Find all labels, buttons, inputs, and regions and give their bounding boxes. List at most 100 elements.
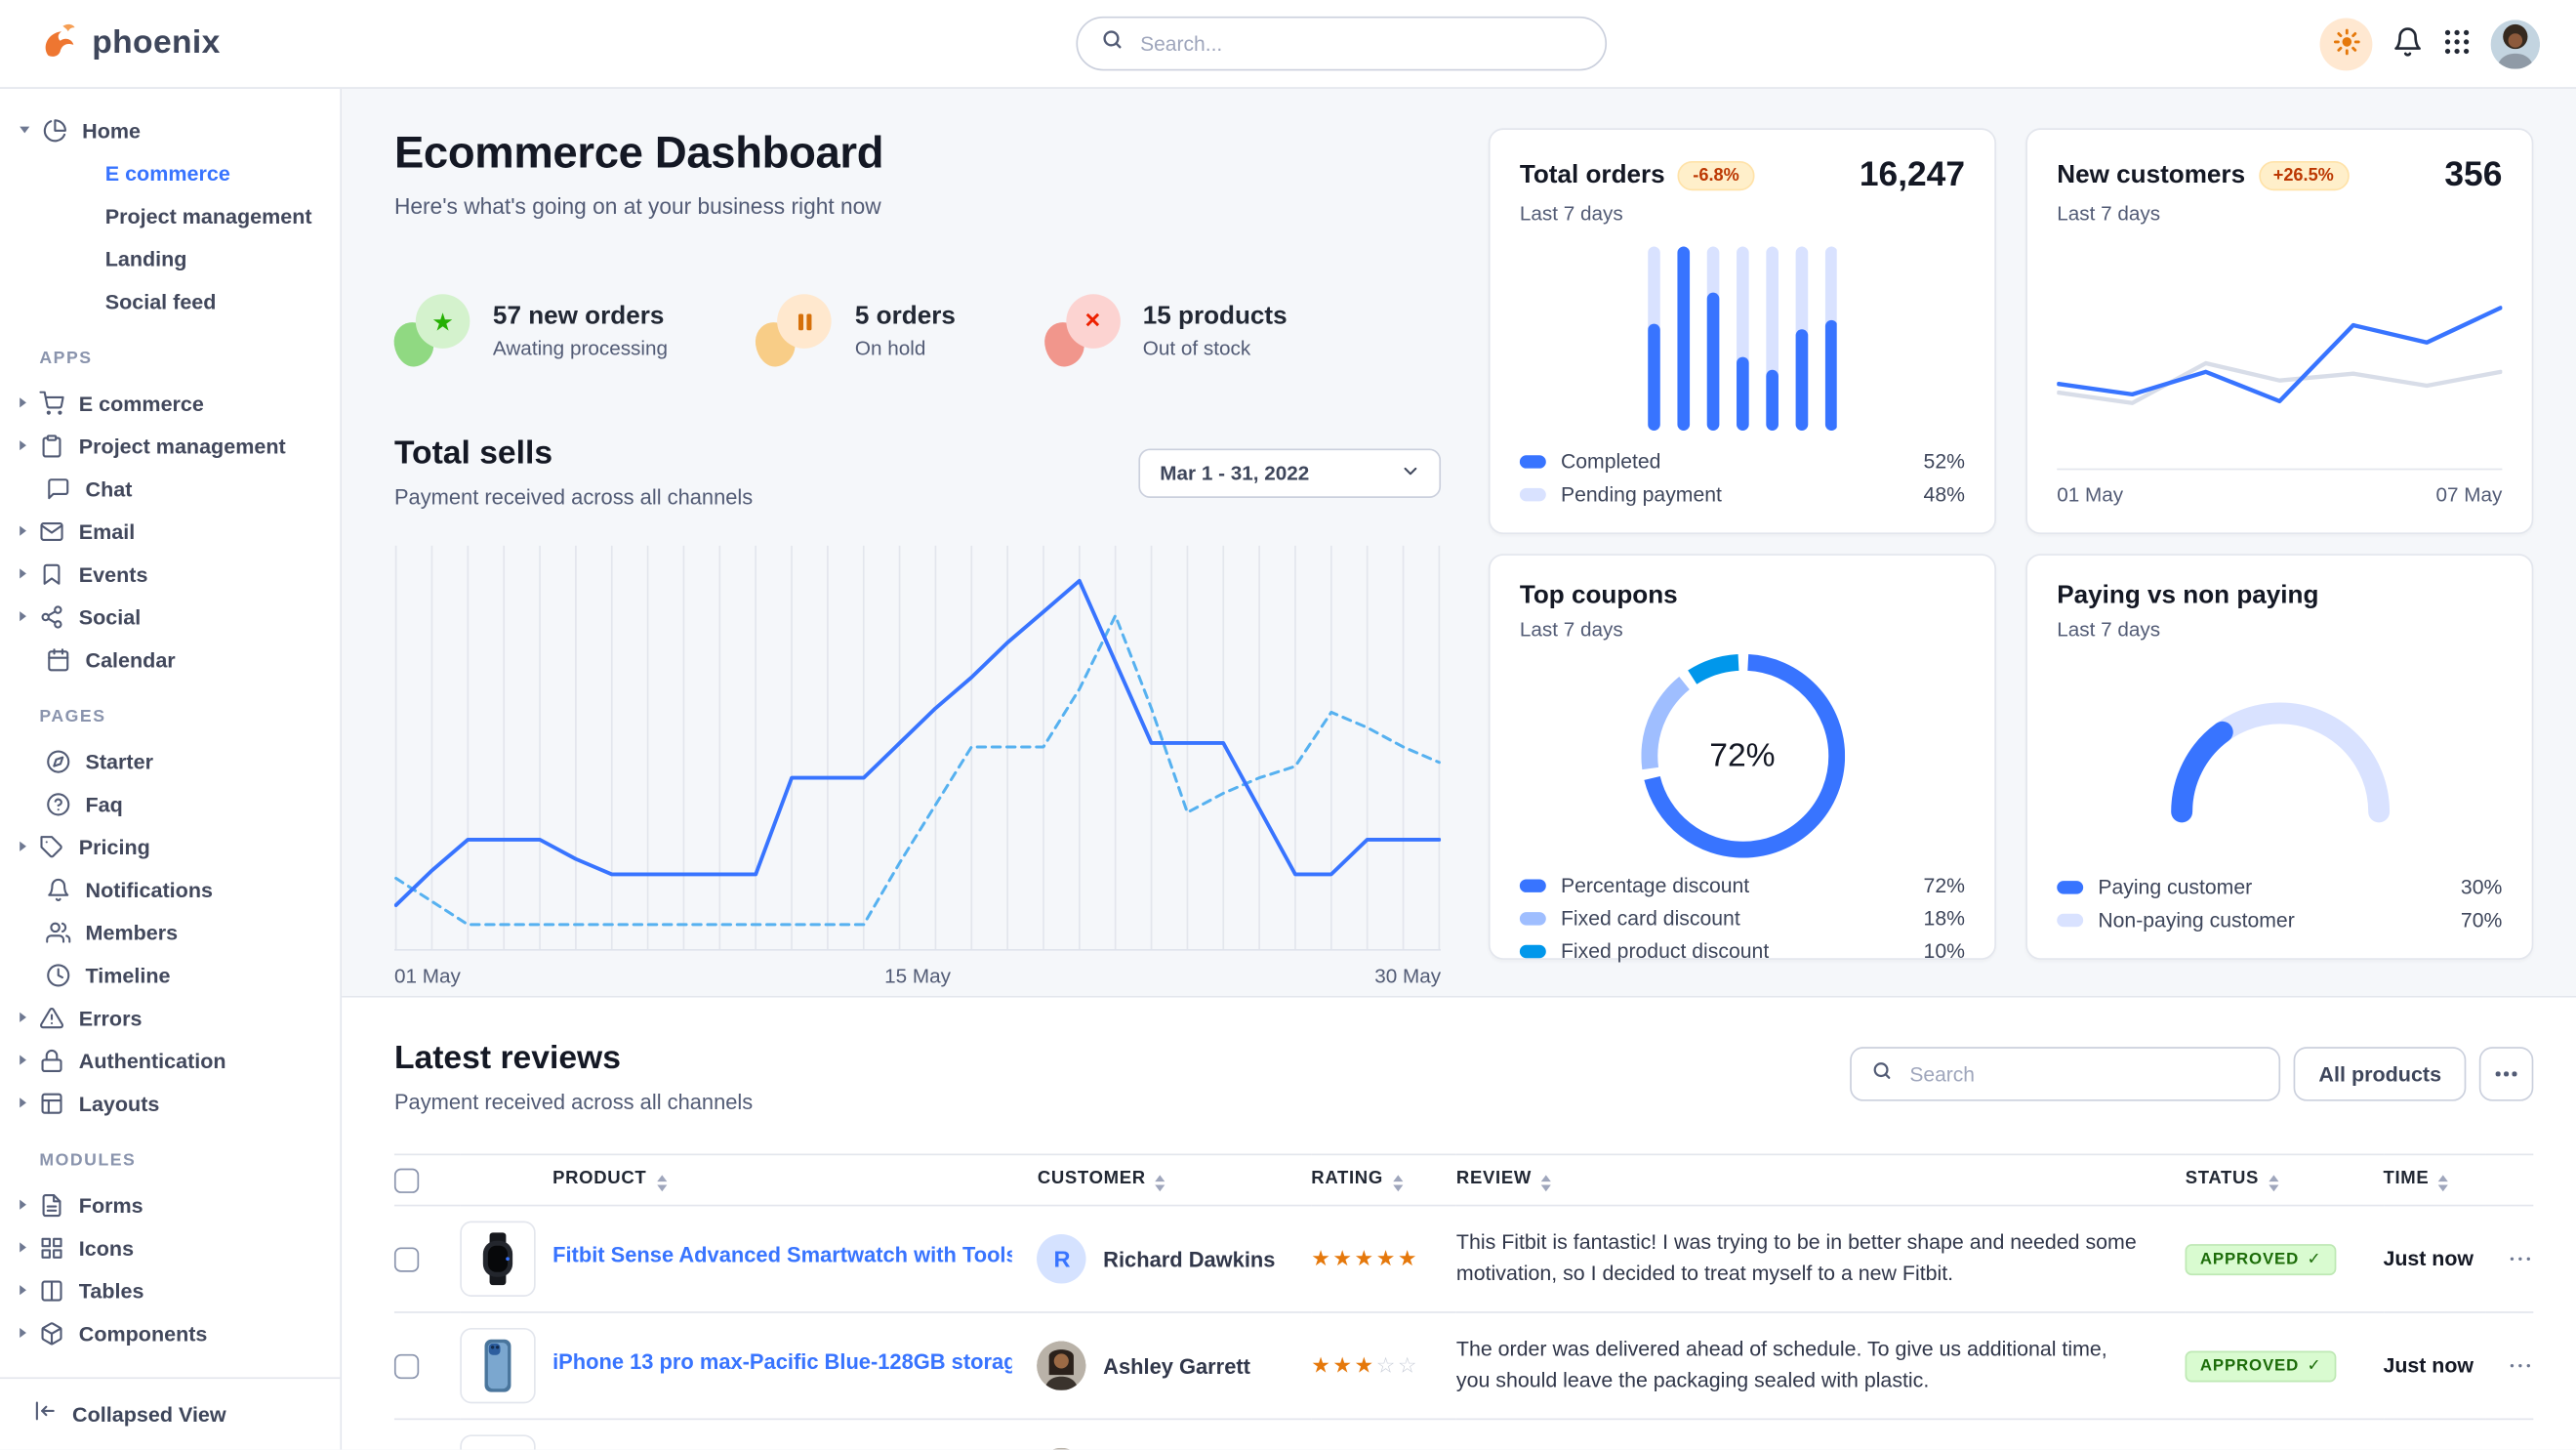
review-row xyxy=(393,1419,2534,1450)
legend-label: Completed xyxy=(1560,450,1661,474)
sidebar-item-starter[interactable]: Starter xyxy=(0,739,340,782)
delta-badge: +26.5% xyxy=(2258,160,2349,191)
user-avatar[interactable] xyxy=(2490,19,2541,68)
card-period: Last 7 days xyxy=(1519,202,1623,226)
column-header-product[interactable]: PRODUCT xyxy=(552,1153,1038,1207)
notifications-button[interactable] xyxy=(2392,25,2424,62)
column-header-empty xyxy=(460,1153,553,1207)
mail-icon xyxy=(39,518,63,543)
sidebar-item-components[interactable]: Components xyxy=(0,1311,340,1354)
sidebar-item-calendar[interactable]: Calendar xyxy=(0,638,340,681)
sidebar-item-notifications[interactable]: Notifications xyxy=(0,868,340,911)
caret-right-icon xyxy=(20,1242,26,1253)
customer-avatar[interactable]: R xyxy=(1037,1234,1087,1284)
sun-icon xyxy=(2332,27,2360,61)
product-link[interactable]: Fitbit Sense Advanced Smartwatch with To… xyxy=(552,1242,1013,1267)
help-circle-icon xyxy=(46,791,70,815)
caret-right-icon xyxy=(20,1012,26,1022)
sidebar-item-label: Home xyxy=(82,117,142,143)
total-orders-card: Total orders -6.8% 16,247 Last 7 days Co… xyxy=(1488,128,1996,535)
global-search[interactable] xyxy=(1076,16,1608,71)
row-checkbox[interactable] xyxy=(393,1246,420,1271)
sidebar-item-email[interactable]: Email xyxy=(0,510,340,553)
sidebar-item-label: Project management xyxy=(78,433,286,458)
stat-value: 15 products xyxy=(1142,301,1288,330)
caret-right-icon xyxy=(20,841,26,851)
column-header-empty xyxy=(393,1153,461,1207)
legend-label: Paying customer xyxy=(2098,876,2253,899)
legend-label: Percentage discount xyxy=(1560,874,1750,897)
sort-icon xyxy=(1393,1175,1404,1192)
stat-5-orders: 5 orders On hold xyxy=(753,294,956,369)
sidebar-item-pricing[interactable]: Pricing xyxy=(0,825,340,868)
all-products-button[interactable]: All products xyxy=(2294,1047,2467,1101)
pie-chart-icon xyxy=(43,117,67,142)
sidebar-item-e-commerce[interactable]: E commerce xyxy=(0,151,340,194)
sidebar-item-project-management[interactable]: Project management xyxy=(0,194,340,237)
card-period: Last 7 days xyxy=(2057,617,2161,642)
sidebar-item-label: Timeline xyxy=(85,962,171,987)
legend-value: 52% xyxy=(1923,450,1965,474)
row-checkbox[interactable] xyxy=(393,1353,420,1379)
product-thumbnail[interactable] xyxy=(460,1221,536,1297)
sidebar-item-errors[interactable]: Errors xyxy=(0,996,340,1039)
sidebar-item-landing[interactable]: Landing xyxy=(0,236,340,279)
reviews-more-button[interactable] xyxy=(2478,1047,2534,1101)
legend-value: 10% xyxy=(1923,939,1965,964)
caret-right-icon xyxy=(20,1199,26,1210)
theme-toggle-button[interactable] xyxy=(2319,17,2373,70)
card-period: Last 7 days xyxy=(2057,202,2161,226)
sidebar-item-faq[interactable]: Faq xyxy=(0,782,340,825)
stat-sublabel: Out of stock xyxy=(1142,336,1251,359)
customer-avatar[interactable] xyxy=(1037,1341,1087,1390)
date-range-select[interactable]: Mar 1 - 31, 2022 xyxy=(1138,447,1442,498)
sidebar-item-social-feed[interactable]: Social feed xyxy=(0,279,340,322)
sidebar-item-tables[interactable]: Tables xyxy=(0,1268,340,1311)
sidebar-item-e-commerce[interactable]: E commerce xyxy=(0,381,340,424)
brand-logo[interactable]: phoenix xyxy=(36,19,221,69)
sidebar-item-authentication[interactable]: Authentication xyxy=(0,1039,340,1082)
bell-icon xyxy=(46,877,70,901)
sidebar-item-label: Social xyxy=(78,603,142,629)
sidebar-item-timeline[interactable]: Timeline xyxy=(0,953,340,996)
select-all-checkbox[interactable] xyxy=(393,1167,420,1193)
sidebar-item-forms[interactable]: Forms xyxy=(0,1183,340,1226)
row-menu-button[interactable] xyxy=(2485,1363,2533,1368)
customer-avatar[interactable] xyxy=(1038,1447,1086,1450)
sidebar-item-icons[interactable]: Icons xyxy=(0,1226,340,1269)
product-thumbnail[interactable] xyxy=(460,1327,536,1404)
sidebar-item-members[interactable]: Members xyxy=(0,910,340,953)
sidebar-item-label: Faq xyxy=(85,791,123,816)
sidebar-section-label: PAGES xyxy=(39,706,106,726)
column-header-status[interactable]: STATUS xyxy=(2185,1153,2384,1207)
review-row: iPhone 13 pro max-Pacific Blue-128GB sto… xyxy=(393,1311,2534,1421)
column-header-rating[interactable]: RATING xyxy=(1311,1153,1456,1207)
global-search-input[interactable] xyxy=(1136,30,1582,58)
reviews-search-input[interactable] xyxy=(1905,1060,2260,1088)
column-header-time[interactable]: TIME xyxy=(2383,1153,2486,1207)
delta-badge: -6.8% xyxy=(1678,160,1754,191)
reviews-search[interactable] xyxy=(1850,1047,2281,1101)
sidebar-item-project-management[interactable]: Project management xyxy=(0,424,340,467)
search-icon xyxy=(1872,1059,1894,1089)
sidebar-item-events[interactable]: Events xyxy=(0,553,340,596)
sidebar-item-chat[interactable]: Chat xyxy=(0,467,340,510)
apps-menu-button[interactable] xyxy=(2443,27,2472,61)
review-text: The order was delivered ahead of schedul… xyxy=(1455,1337,2107,1392)
x-label-mid: 15 May xyxy=(884,964,951,988)
legend-item: Paying customer 30% xyxy=(2057,876,2502,899)
navbar-actions xyxy=(2319,17,2541,70)
sidebar-item-layouts[interactable]: Layouts xyxy=(0,1081,340,1124)
sidebar-item-home[interactable]: Home xyxy=(0,108,340,151)
total-sells-chart xyxy=(393,545,1442,952)
sidebar-item-social[interactable]: Social xyxy=(0,595,340,638)
collapse-label: Collapsed View xyxy=(72,1401,226,1427)
card-value: 356 xyxy=(2444,155,2503,194)
chevron-down-icon xyxy=(1402,461,1420,484)
row-menu-button[interactable] xyxy=(2485,1257,2533,1262)
column-header-customer[interactable]: CUSTOMER xyxy=(1037,1153,1312,1207)
column-header-review[interactable]: REVIEW xyxy=(1455,1153,2186,1207)
collapse-sidebar-button[interactable]: Collapsed View xyxy=(0,1377,341,1450)
product-link[interactable]: iPhone 13 pro max-Pacific Blue-128GB sto… xyxy=(552,1348,1013,1375)
product-thumbnail[interactable] xyxy=(460,1434,536,1450)
